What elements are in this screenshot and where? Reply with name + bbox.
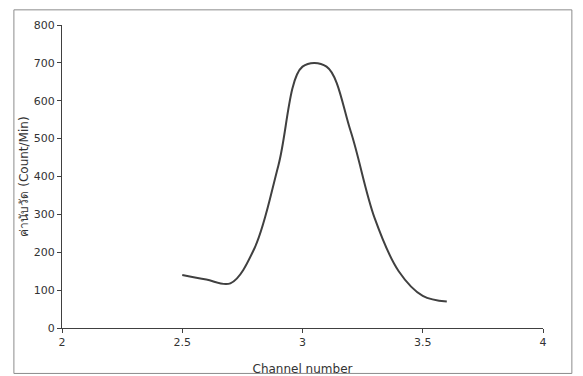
svg-text:400: 400 — [34, 170, 55, 183]
svg-text:500: 500 — [34, 132, 55, 145]
svg-text:700: 700 — [34, 57, 55, 70]
svg-text:0: 0 — [48, 322, 55, 335]
svg-text:ค่านับวัด (Count/Min): ค่านับวัด (Count/Min) — [17, 116, 31, 236]
svg-text:600: 600 — [34, 95, 55, 108]
svg-text:4: 4 — [540, 336, 547, 349]
svg-text:2.5: 2.5 — [174, 336, 192, 349]
svg-text:300: 300 — [34, 208, 55, 221]
svg-text:200: 200 — [34, 246, 55, 259]
svg-text:3.5: 3.5 — [414, 336, 432, 349]
svg-text:800: 800 — [34, 19, 55, 32]
svg-text:Channel number: Channel number — [253, 362, 353, 376]
svg-text:3: 3 — [299, 336, 306, 349]
svg-text:2: 2 — [59, 336, 66, 349]
svg-text:100: 100 — [34, 284, 55, 297]
